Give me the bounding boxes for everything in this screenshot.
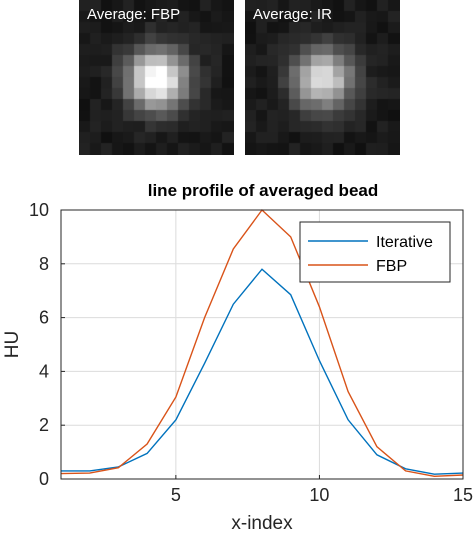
thumbnail-ir: Average: IR (245, 0, 400, 155)
series-line-iterative (61, 268, 464, 475)
x-tick-label: 10 (309, 485, 329, 505)
x-tick-label: 5 (171, 485, 181, 505)
y-tick-label: 4 (39, 361, 49, 381)
y-tick-label: 0 (39, 469, 49, 489)
y-tick-label: 8 (39, 254, 49, 274)
line-profile-chart: line profile of averaged bead 5 10 15 0 2 4 6 8… (2, 181, 473, 534)
y-axis-label: HU (2, 331, 23, 358)
y-tick-label: 2 (39, 415, 49, 435)
thumbnail-fbp: Average: FBP (79, 0, 234, 155)
tick-labels: 5 10 15 0 2 4 6 8 10 (29, 200, 473, 505)
y-tick-label: 10 (29, 200, 49, 220)
bead-image-fbp (79, 0, 234, 155)
thumbnail-ir-label: Average: IR (253, 6, 332, 23)
legend-label-iterative: Iterative (376, 234, 433, 251)
x-axis-label: x-index (231, 513, 293, 534)
legend-box (299, 221, 451, 283)
y-tick-label: 6 (39, 308, 49, 328)
chart-title: line profile of averaged bead (148, 181, 379, 200)
axes-frame (60, 209, 464, 480)
bead-image-ir (245, 0, 400, 155)
legend: Iterative FBP (299, 221, 451, 283)
x-tick-label: 15 (453, 485, 473, 505)
thumbnail-fbp-label: Average: FBP (87, 6, 181, 23)
legend-label-fbp: FBP (376, 258, 407, 275)
